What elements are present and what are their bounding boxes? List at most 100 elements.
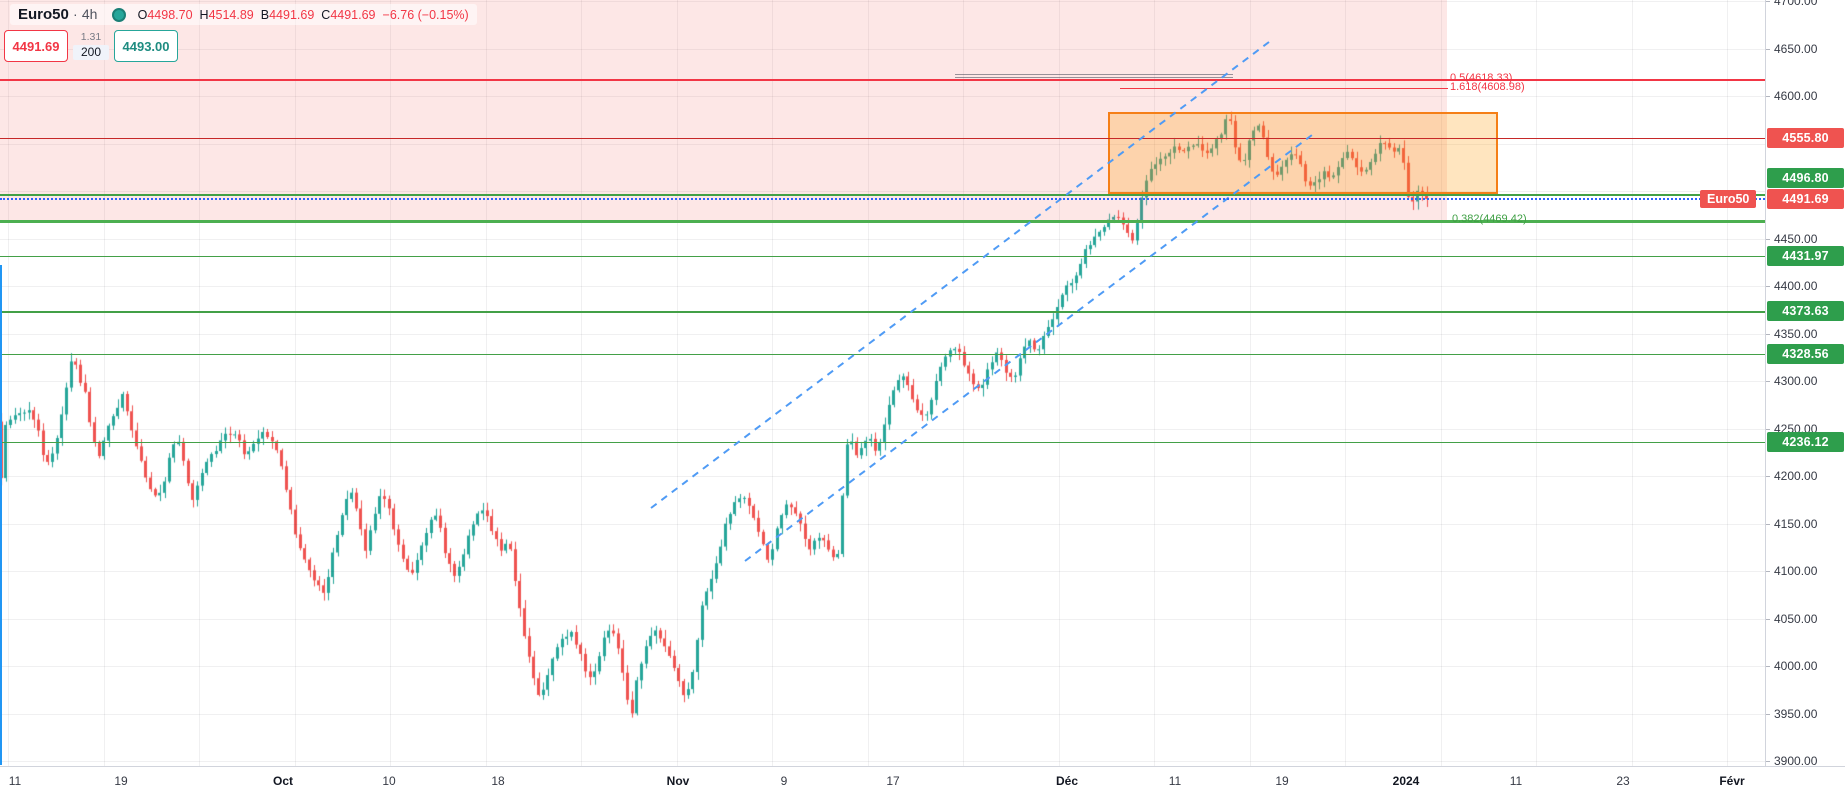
support-resistance-line[interactable]: [0, 138, 1765, 140]
symbol-name[interactable]: Euro50: [18, 6, 69, 23]
price-tick-mark: [1766, 333, 1770, 335]
current-price-line: [0, 198, 1765, 200]
price-tick-mark: [1766, 618, 1770, 620]
time-tick-label: Févr: [1719, 774, 1745, 788]
v-gridline: [199, 0, 200, 766]
price-tick-mark: [1766, 48, 1770, 50]
ohlc-values: O4498.70 H4514.89 B4491.69 C4491.69 −6.76 (−…: [138, 8, 469, 22]
v-gridline: [581, 0, 582, 766]
h-gridline: [0, 191, 1765, 193]
price-axis[interactable]: 4700.00 4650.00 4600.00 4450.00 4400.00 4350.…: [1765, 0, 1845, 800]
time-tick-label: 11: [1168, 774, 1182, 788]
time-tick-label: 11: [1509, 774, 1523, 788]
v-gridline: [963, 0, 964, 766]
fib-level-line[interactable]: [0, 78, 1765, 82]
price-badge: 4328.56: [1767, 343, 1844, 364]
v-gridline: [1727, 0, 1728, 766]
v-gridline: [104, 0, 105, 766]
market-status-dot-icon: [111, 8, 126, 23]
spread-value: 1.31: [80, 31, 102, 44]
fib-level-line[interactable]: [1120, 87, 1448, 89]
h-gridline: [0, 571, 1765, 573]
support-resistance-line[interactable]: [0, 441, 1765, 444]
time-tick-label: Déc: [1055, 774, 1079, 788]
legend-separator: ·: [73, 6, 78, 22]
time-tick-label: 18: [491, 774, 505, 788]
consolidation-box[interactable]: [1108, 112, 1498, 195]
v-gridline: [1059, 0, 1060, 766]
time-axis[interactable]: 11 19 Oct 10 18 Nov 9 17 Déc 11 19 2024 11 23 Févr: [0, 766, 1765, 800]
v-gridline: [1345, 0, 1346, 766]
time-tick-label: 19: [1275, 774, 1289, 788]
gray-line-segment[interactable]: [955, 77, 1233, 78]
price-badge: 4491.69: [1767, 189, 1844, 209]
left-edge-marker-line[interactable]: [0, 265, 2, 765]
v-gridline: [677, 0, 678, 766]
support-resistance-line[interactable]: [0, 353, 1765, 356]
price-tick-label: 4200.00: [1774, 469, 1818, 484]
v-gridline: [772, 0, 773, 766]
h-gridline: [0, 48, 1765, 50]
fib-retracement-zone[interactable]: [0, 0, 1447, 221]
price-tick-label: 4600.00: [1774, 89, 1818, 104]
h-gridline: [0, 381, 1765, 383]
v-gridline: [8, 0, 9, 766]
v-gridline: [295, 0, 296, 766]
h-gridline: [0, 666, 1765, 668]
time-tick-label: Nov: [666, 774, 690, 788]
gray-line-segment[interactable]: [955, 74, 1233, 75]
h-gridline: [0, 761, 1765, 763]
v-gridline: [1536, 0, 1537, 766]
axis-corner: ☼: [1765, 766, 1845, 800]
ohlc-item: B4491.69: [260, 7, 315, 22]
upper-channel-line[interactable]: [650, 41, 1270, 509]
price-tick-mark: [1766, 713, 1770, 715]
timeframe-label[interactable]: 4h: [81, 6, 98, 22]
v-gridline: [486, 0, 487, 766]
spread-box: 1.31 200: [68, 30, 114, 62]
price-tick-mark: [1766, 476, 1770, 478]
price-tick-mark: [1766, 286, 1770, 288]
price-tick-label: 4700.00: [1774, 0, 1818, 9]
buy-button[interactable]: 4493.00: [114, 30, 178, 62]
price-badge: 4496.80: [1767, 168, 1844, 188]
fib-level-line[interactable]: [0, 220, 1765, 224]
price-badge: 4236.12: [1767, 431, 1844, 452]
price-line-symbol-tag: Euro50: [1700, 190, 1757, 208]
symbol-title[interactable]: Euro50 · 4h: [18, 6, 130, 23]
price-tick-label: 4000.00: [1774, 659, 1818, 674]
h-gridline: [0, 286, 1765, 288]
h-gridline: [0, 428, 1765, 430]
price-tick-label: 4450.00: [1774, 231, 1818, 246]
lower-channel-line[interactable]: [744, 131, 1317, 562]
quantity-chip[interactable]: 200: [72, 44, 110, 60]
support-resistance-line[interactable]: [0, 255, 1765, 258]
ohlc-item: H4514.89: [199, 7, 254, 22]
trend-channel-drawing[interactable]: [0, 0, 1765, 766]
support-resistance-line[interactable]: [0, 311, 1765, 313]
chart-plot-area[interactable]: 0.5(4618.33) 1.618(4608.98) 0.382(4469.42): [0, 0, 1765, 766]
candlestick-canvas[interactable]: [0, 0, 1765, 766]
h-gridline: [0, 96, 1765, 98]
time-tick-label: 11: [8, 774, 22, 788]
v-gridline: [1154, 0, 1155, 766]
price-tick-mark: [1766, 761, 1770, 763]
time-tick-label: 17: [886, 774, 900, 788]
price-badge: 4555.80: [1767, 128, 1844, 149]
h-gridline: [0, 238, 1765, 240]
price-tick-label: 4150.00: [1774, 516, 1818, 531]
price-tick-label: 4400.00: [1774, 279, 1818, 294]
h-gridline: [0, 1, 1765, 3]
price-tick-label: 3900.00: [1774, 754, 1818, 769]
support-resistance-line[interactable]: [0, 194, 1765, 196]
v-gridline: [868, 0, 869, 766]
v-gridline: [1250, 0, 1251, 766]
price-tick-label: 3950.00: [1774, 706, 1818, 721]
price-tick-label: 4350.00: [1774, 326, 1818, 341]
fib-level-label: 0.382(4469.42): [1452, 213, 1527, 226]
sell-button[interactable]: 4491.69: [4, 30, 68, 62]
price-tick-mark: [1766, 523, 1770, 525]
h-gridline: [0, 713, 1765, 715]
h-gridline: [0, 618, 1765, 620]
